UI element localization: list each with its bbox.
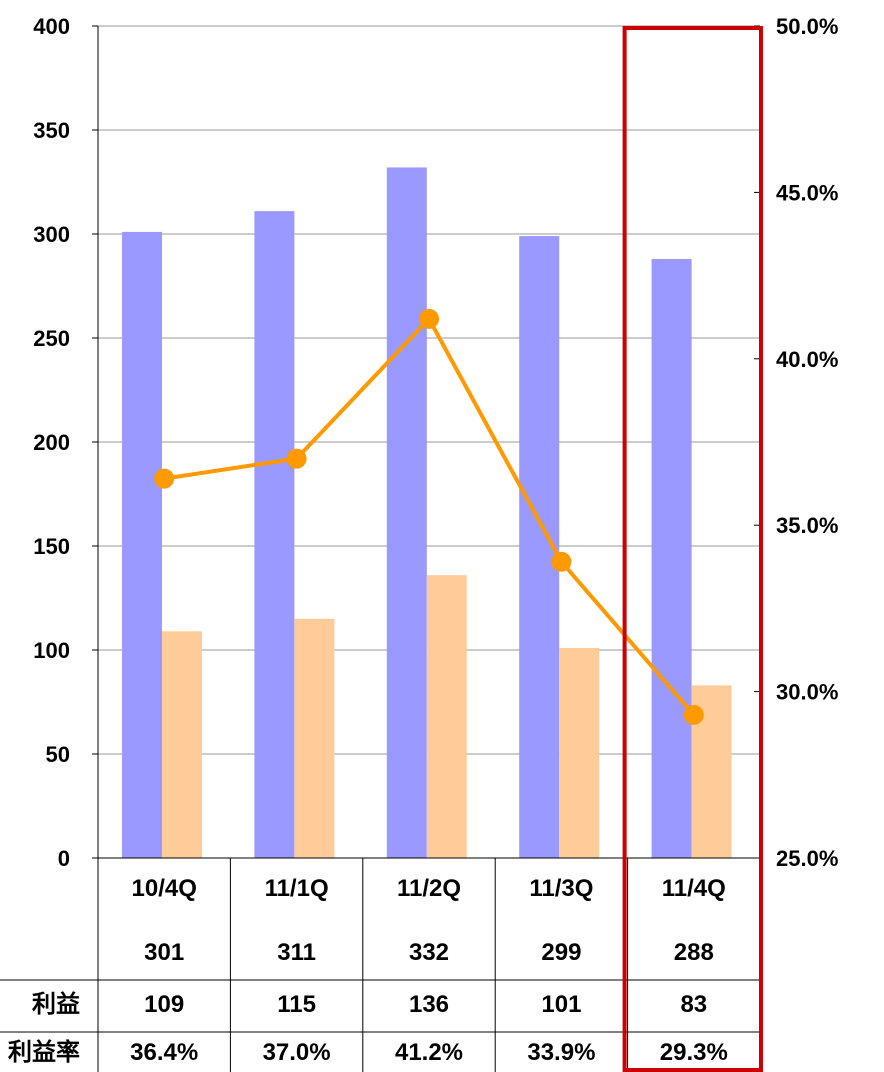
bar-series-1-0 (122, 231, 162, 859)
right-tick-label: 50.0% (776, 14, 838, 39)
table-value: 115 (277, 991, 316, 1018)
bar-series-1-2 (386, 167, 427, 858)
left-tick-label: 50 (46, 742, 70, 767)
highlight-rect (622, 26, 763, 1072)
data-table: 10/4Q 11/1Q 11/2Q 11/3Q 11/4Q 301 311 332 299 288… (0, 858, 761, 1072)
table-value: 311 (277, 939, 316, 966)
margin-point-3 (551, 551, 572, 572)
margin-point-4 (683, 704, 704, 725)
category-label: 11/1Q (265, 875, 329, 902)
table-value: 33.9% (527, 1039, 595, 1066)
table-value: 136 (409, 991, 449, 1018)
table-value: 36.4% (130, 1039, 198, 1066)
right-tick-label: 25.0% (776, 846, 838, 871)
category-label: 11/2Q (397, 875, 461, 902)
left-tick-label: 100 (33, 638, 70, 663)
bar-series-2-1 (294, 618, 335, 858)
table-value: 41.2% (395, 1039, 463, 1066)
table-value: 37.0% (263, 1039, 331, 1066)
table-value: 83 (680, 991, 707, 1018)
table-value: 288 (674, 939, 714, 966)
row-label: 利益 (32, 990, 80, 1018)
row-label: 利益率 (8, 1038, 80, 1066)
table-value: 29.3% (660, 1039, 728, 1066)
category-label: 11/3Q (529, 875, 593, 902)
right-tick-label: 30.0% (776, 680, 838, 705)
table-value: 332 (409, 939, 449, 966)
margin-point-1 (286, 448, 307, 469)
right-axis-ticks: 25.0% 30.0% 35.0% 40.0% 45.0% 50.0% (754, 14, 838, 871)
table-value: 101 (541, 991, 581, 1018)
bar-group (122, 167, 732, 859)
left-tick-label: 200 (33, 430, 70, 455)
margin-point-2 (419, 308, 439, 329)
left-tick-label: 0 (58, 846, 70, 871)
bar-series-2-0 (162, 631, 202, 858)
right-tick-label: 35.0% (776, 513, 838, 538)
category-label: 11/4Q (662, 875, 726, 902)
highlight-box (622, 26, 763, 1072)
bar-series-2-3 (559, 647, 600, 858)
line-series (154, 308, 704, 725)
table-value: 299 (541, 939, 581, 966)
right-tick-label: 45.0% (776, 180, 838, 205)
bar-series-1-1 (254, 211, 295, 858)
category-label: 10/4Q (132, 875, 197, 902)
margin-point-0 (154, 468, 175, 489)
table-value: 301 (144, 939, 184, 966)
table-value: 109 (144, 991, 184, 1018)
bar-series-1-4 (651, 258, 692, 859)
left-tick-label: 400 (33, 14, 70, 39)
left-tick-label: 250 (33, 326, 70, 351)
left-tick-label: 350 (33, 118, 70, 143)
bar-series-2-2 (426, 575, 467, 858)
right-tick-label: 40.0% (776, 347, 838, 372)
left-axis-ticks: 0 50 100 150 200 250 300 350 400 (33, 14, 98, 871)
left-tick-label: 300 (33, 222, 70, 247)
left-tick-label: 150 (33, 534, 70, 559)
gridlines (98, 25, 760, 755)
